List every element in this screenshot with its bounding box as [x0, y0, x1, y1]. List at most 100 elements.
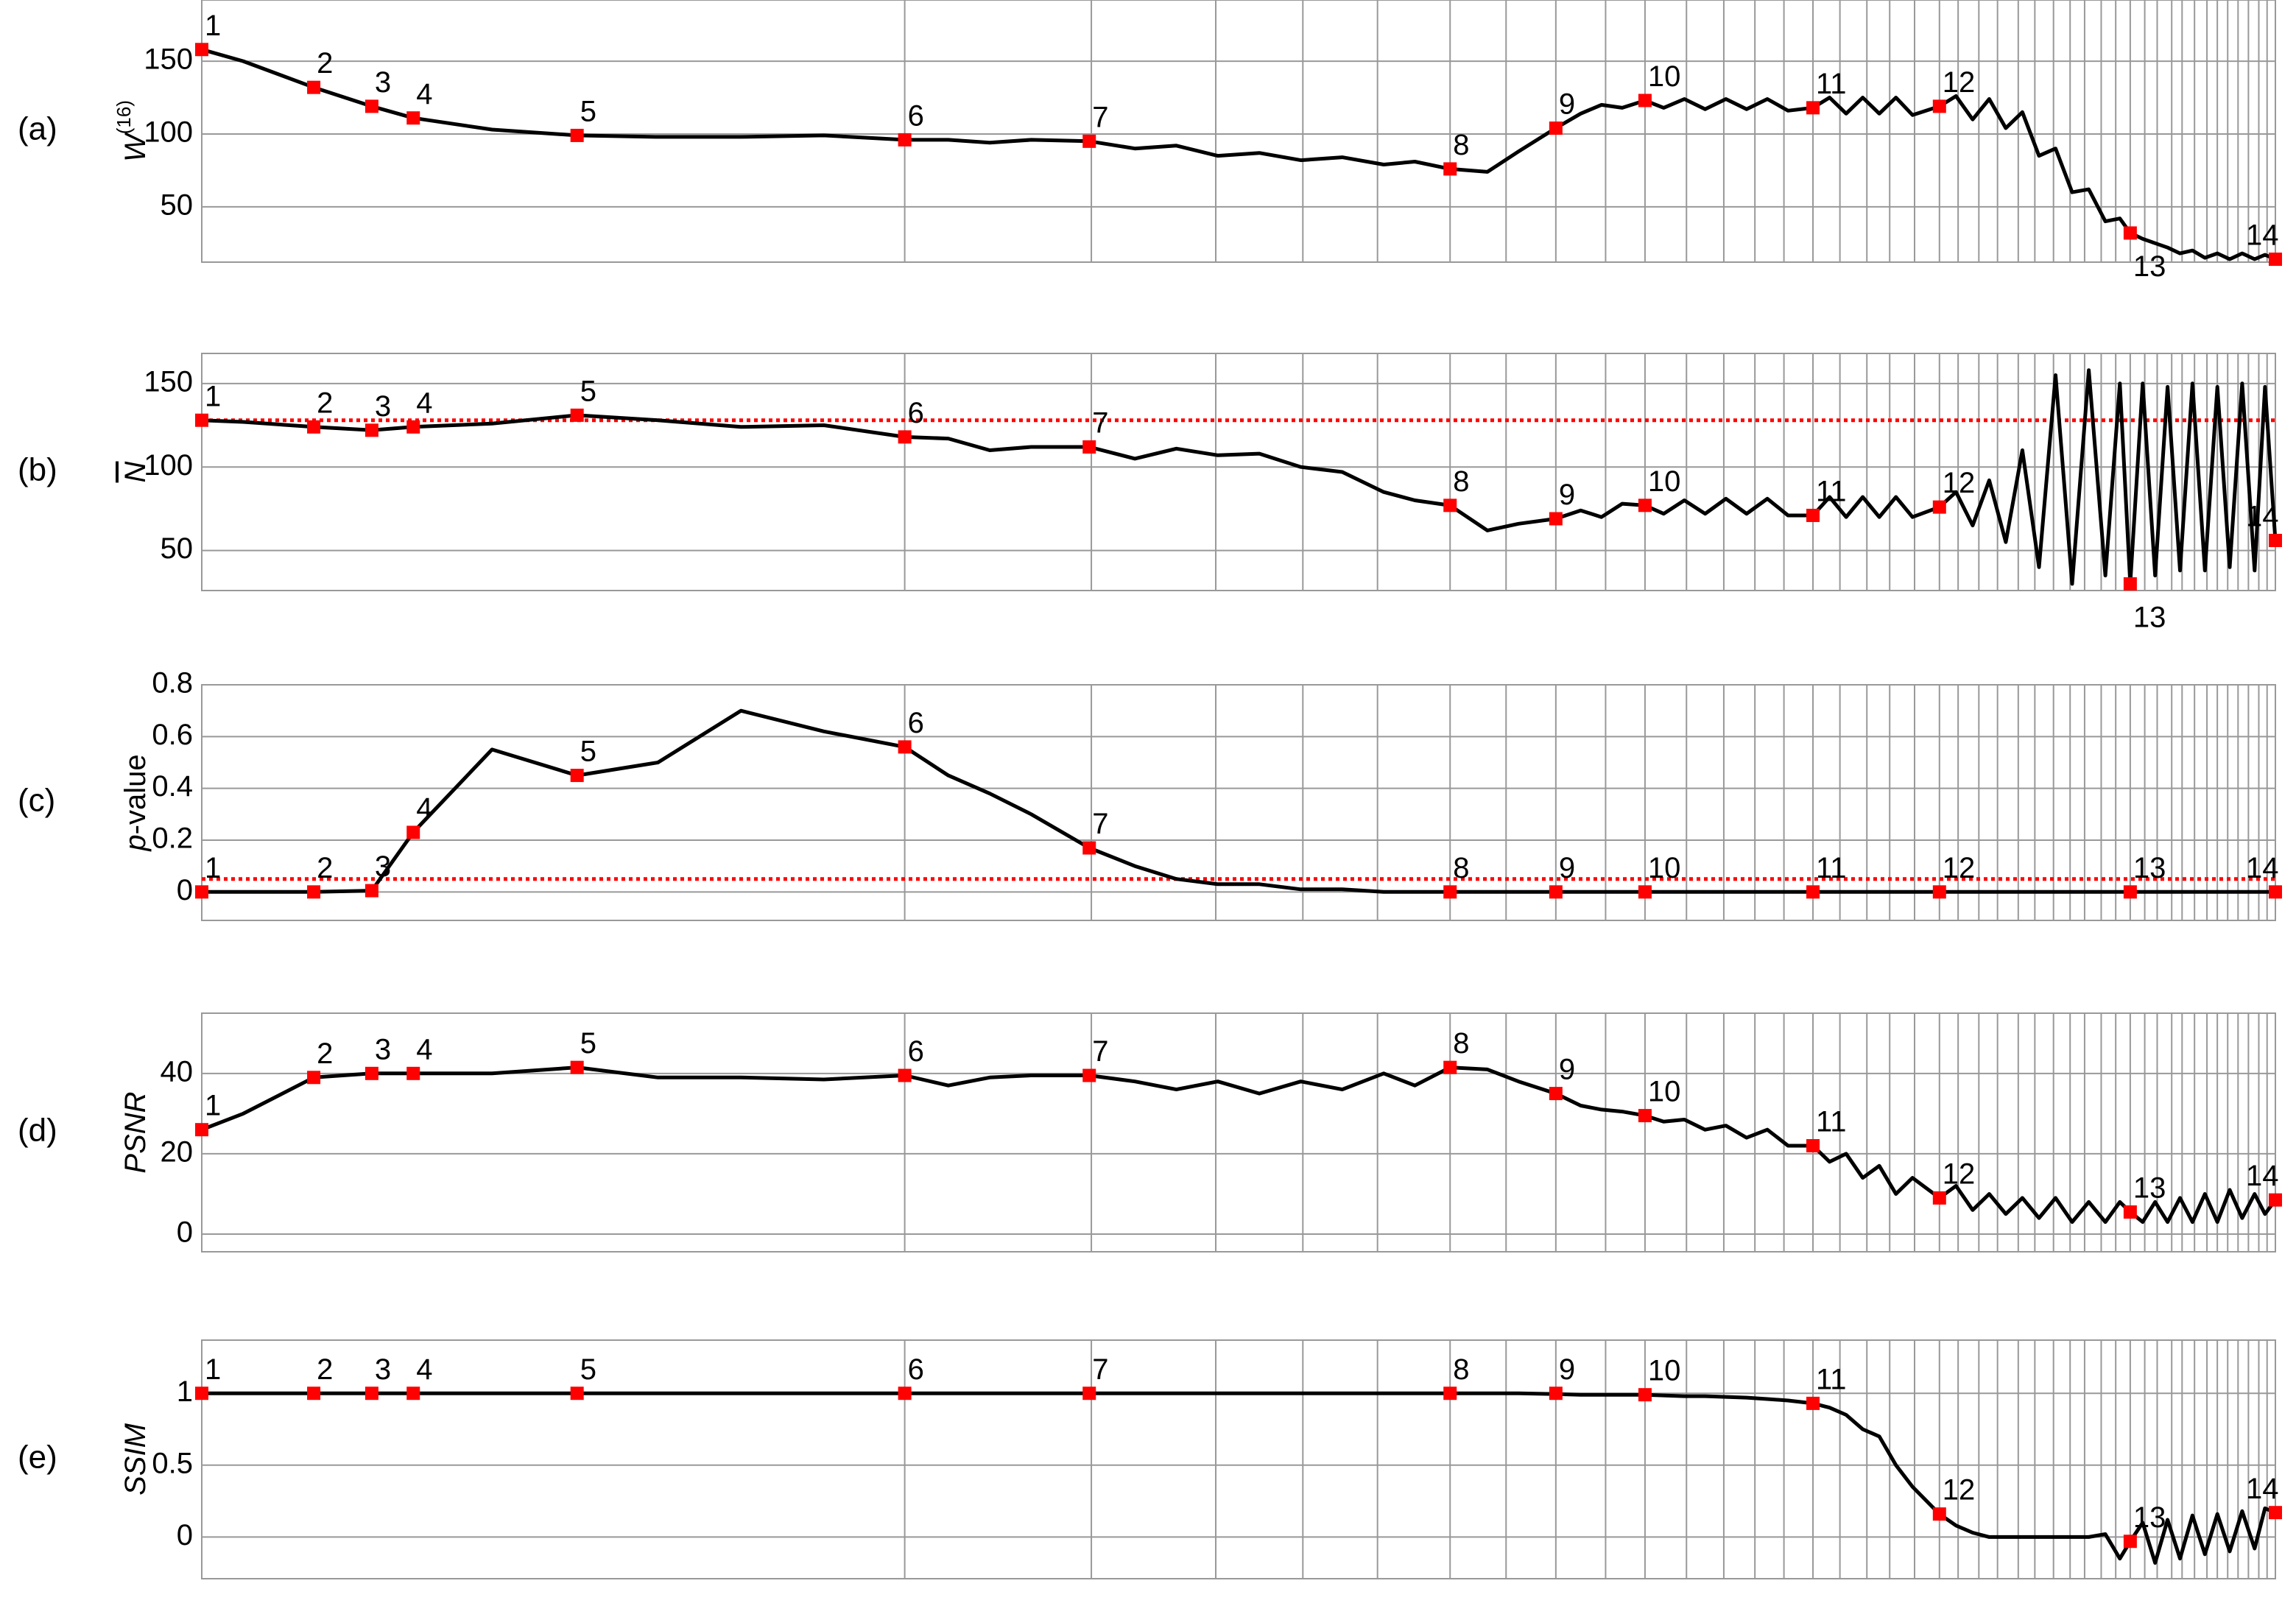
marker-label: 6 [908, 397, 924, 429]
marker [1549, 121, 1563, 135]
marker-label: 1 [205, 380, 221, 412]
marker [1549, 1087, 1563, 1101]
y-axis-label-prefix: p [119, 834, 152, 851]
y-tick-label: 0.8 [152, 667, 193, 700]
marker-label: 9 [1559, 1054, 1575, 1086]
marker [898, 1387, 912, 1401]
marker [195, 413, 208, 427]
marker [365, 1387, 378, 1401]
marker-label: 8 [1453, 852, 1469, 884]
marker-label: 9 [1559, 852, 1575, 884]
marker-label: 13 [2133, 852, 2166, 884]
marker-label: 10 [1648, 60, 1681, 93]
marker [1806, 508, 1820, 522]
marker [1638, 1388, 1652, 1402]
marker [1549, 885, 1563, 899]
marker [1932, 1191, 1946, 1205]
marker [1443, 498, 1457, 512]
marker [365, 99, 378, 113]
y-axis-label-text: W [119, 132, 152, 162]
marker-label: 3 [375, 1353, 391, 1386]
marker-label: 6 [908, 707, 924, 739]
marker [1549, 512, 1563, 526]
marker-label: 5 [580, 1353, 596, 1386]
marker [1806, 885, 1820, 899]
marker-label: 13 [2133, 1172, 2166, 1205]
marker [1443, 885, 1457, 899]
data-line [201, 368, 2278, 586]
marker-label: 9 [1559, 1353, 1575, 1386]
plot-frame [201, 1012, 2276, 1253]
marker-label: 8 [1453, 1353, 1469, 1386]
y-tick-label: 150 [144, 365, 193, 398]
marker [1082, 1068, 1096, 1082]
marker [898, 1068, 912, 1082]
marker [307, 420, 321, 434]
marker [307, 1387, 321, 1401]
plot-frame [201, 1339, 2276, 1579]
y-tick-label: 50 [161, 532, 194, 565]
marker-label: 11 [1816, 852, 1847, 884]
marker [1932, 1507, 1946, 1521]
marker [1082, 841, 1096, 855]
marker-label: 4 [416, 792, 432, 825]
y-axis-label-text: -value [119, 754, 152, 834]
marker [406, 111, 420, 125]
marker-label: 13 [2133, 601, 2166, 633]
marker [1932, 99, 1946, 113]
panel-label: (b) [18, 452, 57, 488]
plot-frame [201, 0, 2276, 263]
marker [898, 740, 912, 754]
marker [2123, 577, 2137, 591]
marker-label: 1 [205, 10, 221, 42]
marker [570, 1060, 584, 1074]
y-tick-label: 0.2 [152, 822, 193, 855]
marker [570, 1387, 584, 1401]
marker-label: 6 [908, 1353, 924, 1386]
marker [1638, 498, 1652, 512]
marker [2269, 533, 2282, 547]
marker-label: 13 [2133, 1501, 2166, 1534]
marker-label: 9 [1559, 88, 1575, 121]
marker [365, 884, 378, 898]
y-axis-label: N [119, 461, 152, 482]
panel-label: (d) [18, 1113, 57, 1149]
marker-label: 7 [1092, 1353, 1108, 1386]
marker-label: 2 [317, 1353, 333, 1386]
marker-label: 5 [580, 375, 596, 407]
marker-label: 10 [1648, 852, 1681, 884]
marker-label: 5 [580, 1027, 596, 1060]
marker [307, 80, 321, 94]
panel-label: (c) [18, 783, 55, 819]
y-axis-label-text: SSIM [119, 1423, 152, 1495]
y-tick-label: 0 [177, 874, 193, 906]
marker [2269, 1506, 2282, 1520]
marker-label: 6 [908, 99, 924, 132]
marker-label: 12 [1943, 66, 1976, 99]
marker [1638, 885, 1652, 899]
marker-label: 14 [2246, 1473, 2279, 1505]
marker-label: 14 [2246, 852, 2279, 884]
marker-label: 7 [1092, 101, 1108, 133]
y-tick-label: 0.4 [152, 770, 193, 803]
marker [1443, 1387, 1457, 1401]
marker [195, 43, 208, 57]
marker [570, 128, 584, 142]
marker [365, 1066, 378, 1080]
y-tick-label: 0.5 [152, 1447, 193, 1479]
marker [195, 1387, 208, 1401]
marker [898, 430, 912, 444]
data-line [202, 1391, 2276, 1565]
y-tick-label: 150 [144, 43, 193, 76]
marker-label: 4 [416, 387, 432, 419]
marker-label: 10 [1648, 1076, 1681, 1108]
marker [1549, 1387, 1563, 1401]
marker-label: 2 [317, 47, 333, 80]
marker-label: 7 [1092, 407, 1108, 440]
marker-label: 10 [1648, 465, 1681, 498]
marker [1443, 162, 1457, 176]
marker-label: 13 [2133, 250, 2166, 283]
marker-label: 8 [1453, 129, 1469, 161]
